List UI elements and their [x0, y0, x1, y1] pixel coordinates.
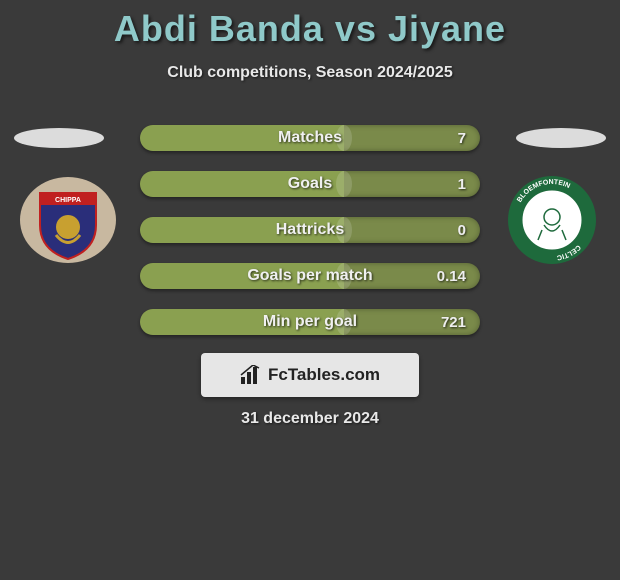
stat-label: Min per goal — [140, 309, 480, 335]
stat-value: 1 — [458, 171, 466, 197]
stat-row-hattricks: Hattricks 0 — [140, 217, 480, 243]
chippa-crest-icon: CHIPPA — [18, 175, 118, 265]
stats-container: Matches 7 Goals 1 Hattricks 0 Goals per … — [140, 125, 480, 335]
stat-value: 0 — [458, 217, 466, 243]
stat-row-matches: Matches 7 — [140, 125, 480, 151]
subtitle: Club competitions, Season 2024/2025 — [0, 64, 620, 82]
svg-text:CHIPPA: CHIPPA — [55, 197, 81, 204]
stat-label: Hattricks — [140, 217, 480, 243]
stat-label: Goals per match — [140, 263, 480, 289]
stat-value: 7 — [458, 125, 466, 151]
brand-text: FcTables.com — [268, 365, 380, 385]
stat-value: 0.14 — [437, 263, 466, 289]
page-title: Abdi Banda vs Jiyane — [0, 0, 620, 50]
stat-label: Matches — [140, 125, 480, 151]
stat-row-min-per-goal: Min per goal 721 — [140, 309, 480, 335]
player-left-ellipse — [14, 128, 104, 148]
stat-row-goals: Goals 1 — [140, 171, 480, 197]
bloemfontein-crest-icon: BLOEMFONTEIN CELTIC — [502, 175, 602, 265]
bar-chart-icon — [240, 365, 262, 385]
player-right-ellipse — [516, 128, 606, 148]
team-crest-left: CHIPPA — [18, 175, 118, 265]
stat-row-goals-per-match: Goals per match 0.14 — [140, 263, 480, 289]
team-crest-right: BLOEMFONTEIN CELTIC — [502, 175, 602, 265]
brand-badge[interactable]: FcTables.com — [201, 353, 419, 397]
footer-date: 31 december 2024 — [0, 410, 620, 428]
stat-label: Goals — [140, 171, 480, 197]
stat-value: 721 — [441, 309, 466, 335]
